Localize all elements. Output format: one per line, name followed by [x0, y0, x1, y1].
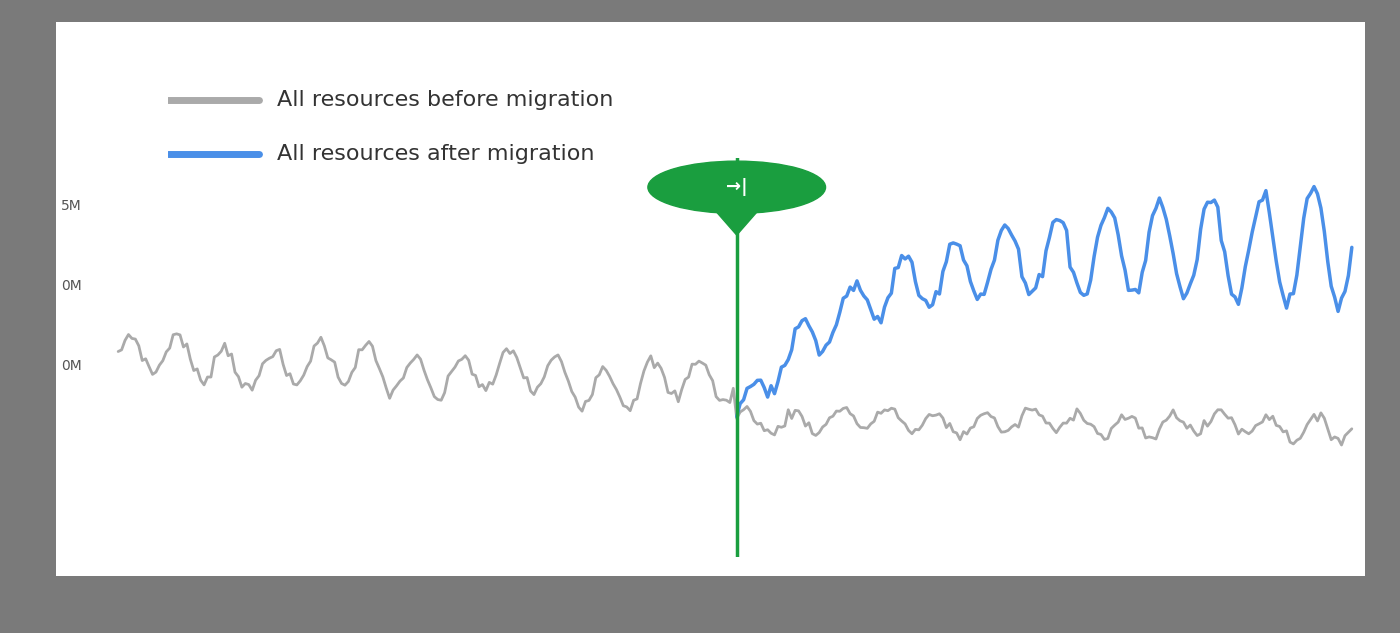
Text: 0M: 0M: [62, 359, 81, 373]
Polygon shape: [714, 210, 759, 235]
Circle shape: [648, 161, 826, 213]
Text: 5M: 5M: [62, 199, 81, 213]
FancyBboxPatch shape: [29, 11, 1392, 587]
Text: All resources after migration: All resources after migration: [277, 144, 595, 163]
Text: →|: →|: [727, 179, 748, 196]
Text: All resources before migration: All resources before migration: [277, 90, 613, 110]
Text: 0M: 0M: [62, 279, 81, 293]
